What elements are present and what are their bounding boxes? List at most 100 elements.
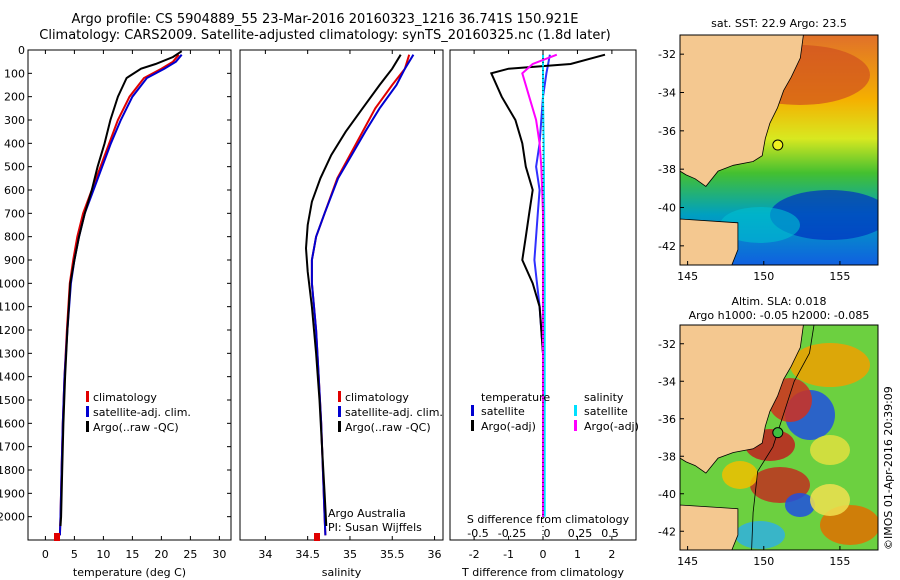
x-tick-label: 25 (183, 548, 197, 561)
x-tick-label: 20 (154, 548, 168, 561)
panel-frame (27, 49, 232, 541)
legend-label: satellite (481, 405, 525, 418)
y-tick-label: -32 (658, 338, 676, 351)
x2-tick-label: -0.25 (498, 527, 526, 540)
y-tick-label: 1300 (0, 347, 25, 360)
y-tick-label: 300 (4, 114, 25, 127)
x-tick-label: 5 (71, 548, 78, 561)
y-tick-label: 200 (4, 91, 25, 104)
x2-axis-label: S difference from climatology (467, 513, 630, 526)
legend-swatch (338, 406, 341, 417)
x-tick-label: 35 (343, 548, 357, 561)
y-tick-label: -40 (658, 488, 676, 501)
profile-panel-2: 34 34.5 35 35.5 36 salinity climatology satelli… (239, 49, 444, 579)
x-tick-label: 145 (677, 555, 698, 568)
map-title: sat. SST: 22.9 Argo: 23.5 (711, 17, 847, 30)
map-panel-1: sat. SST: 22.9 Argo: 23.5 145 150 155 -32 -34… (658, 17, 879, 283)
x2-tick-label: 0.5 (601, 527, 619, 540)
sla-eddy (722, 461, 758, 489)
x-tick-label: 34.5 (295, 548, 320, 561)
x-tick-label: 10 (96, 548, 110, 561)
legend-label: satellite-adj. clim. (93, 406, 191, 419)
y-tick-label: -40 (658, 202, 676, 215)
y-tick-label: -34 (658, 375, 676, 388)
tasmania (680, 504, 739, 550)
map-frame (679, 34, 879, 266)
x-tick-label: 30 (212, 548, 226, 561)
x2-tick-label: 0 (544, 527, 551, 540)
argo-float-marker (772, 427, 784, 439)
sla-eddy (810, 435, 850, 465)
y-tick-label: 900 (4, 254, 25, 267)
sla-eddy (735, 521, 785, 549)
x-tick-label: 145 (677, 270, 698, 283)
map-subtitle: Argo h1000: -0.05 h2000: -0.085 (689, 309, 870, 322)
annotation-text: PI: Susan Wijffels (328, 521, 422, 534)
sla-eddy (810, 484, 850, 516)
legend-swatch (574, 420, 577, 431)
x-tick-label: 155 (829, 555, 850, 568)
series-line-3 (59, 50, 183, 527)
x-axis-label: temperature (deg C) (73, 566, 186, 579)
legend-label: Argo(..raw -QC) (345, 421, 431, 434)
legend-label: climatology (93, 391, 157, 404)
y-tick-label: 1700 (0, 441, 25, 454)
legend-swatch (86, 391, 89, 402)
y-tick-label: -42 (658, 240, 676, 253)
y-tick-label: 800 (4, 231, 25, 244)
map-image (680, 35, 878, 265)
y-tick-label: 1600 (0, 417, 25, 430)
legend-swatch (338, 421, 341, 432)
chart-title-line2: Climatology: CARS2009. Satellite-adjuste… (39, 28, 611, 43)
copyright-stamp: ©IMOS 01-Apr-2016 20:39:09 (882, 386, 895, 550)
y-tick-label: -38 (658, 450, 676, 463)
y-tick-label: 1100 (0, 301, 25, 314)
legend-title: temperature (481, 391, 550, 404)
argo-float-marker (772, 139, 784, 151)
x-axis-label: T difference from climatology (461, 566, 624, 579)
y-tick-label: 700 (4, 207, 25, 220)
x-tick-label: 0 (42, 548, 49, 561)
land-mass (680, 35, 804, 187)
series-line-3 (304, 54, 402, 527)
legend-label: satellite-adj. clim. (345, 406, 443, 419)
y-tick-label: -32 (658, 48, 676, 61)
y-tick-label: 1200 (0, 324, 25, 337)
legend-swatch (338, 391, 341, 402)
y-tick-label: 100 (4, 67, 25, 80)
x-tick-label: 36 (428, 548, 442, 561)
y-tick-label: -34 (658, 87, 676, 100)
legend-label: climatology (345, 391, 409, 404)
y-tick-label: 1800 (0, 464, 25, 477)
legend-swatch (86, 406, 89, 417)
legend-label: Argo(-adj) (584, 420, 639, 433)
map-title: Altim. SLA: 0.018 (731, 295, 826, 308)
y-tick-label: 1000 (0, 277, 25, 290)
x-tick-label: 1 (574, 548, 581, 561)
x-tick-label: 15 (125, 548, 139, 561)
legend-swatch (574, 405, 577, 416)
series-line-4 (521, 53, 558, 517)
chart-title-line1: Argo profile: CS 5904889_55 23-Mar-2016 … (71, 12, 579, 27)
sla-eddy (785, 493, 815, 517)
y-tick-label: -42 (658, 525, 676, 538)
x2-tick-label: 0.25 (568, 527, 593, 540)
y-tick-label: 600 (4, 184, 25, 197)
tasmania (680, 218, 739, 265)
legend-swatch (471, 405, 474, 416)
x2-tick-label: -0.5 (467, 527, 488, 540)
x-tick-label: 35.5 (380, 548, 405, 561)
y-tick-label: -38 (658, 163, 676, 176)
y-tick-label: -36 (658, 125, 676, 138)
legend-label: Argo(-adj) (481, 420, 536, 433)
panel-frame (239, 49, 444, 541)
x-tick-label: -2 (469, 548, 480, 561)
x-tick-label: 0 (540, 548, 547, 561)
legend-label: Argo(..raw -QC) (93, 421, 179, 434)
legend-label: satellite (584, 405, 628, 418)
x-tick-label: -1 (503, 548, 514, 561)
x-axis-label: salinity (322, 566, 362, 579)
x-tick-label: 150 (753, 555, 774, 568)
cool-patch (720, 207, 800, 243)
